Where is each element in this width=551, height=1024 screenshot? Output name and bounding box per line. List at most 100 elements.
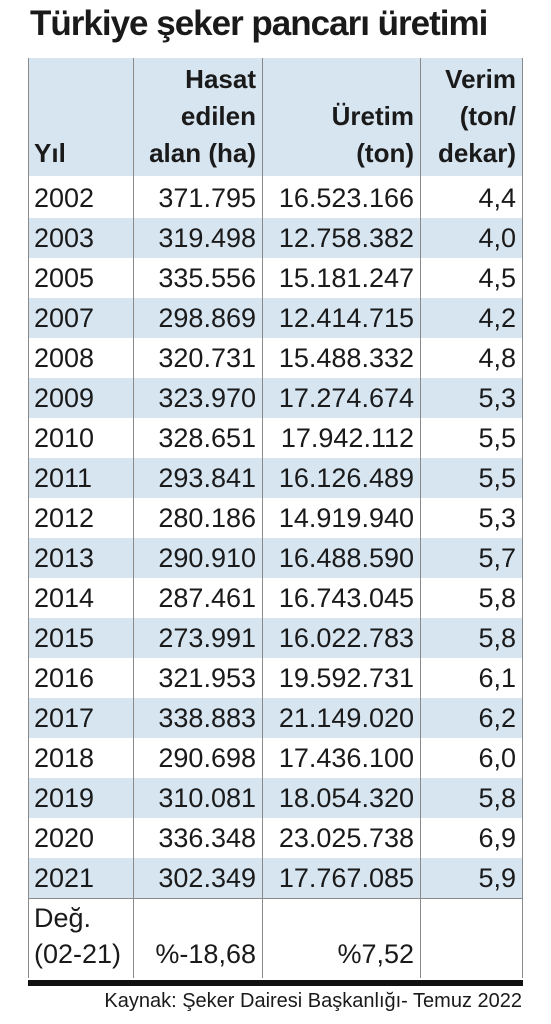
row-bg [28,378,522,418]
row-bg [28,578,522,618]
row-bg [28,458,522,498]
column-line [522,58,523,978]
footer-area: %-18,68 [155,939,256,969]
header-cell: Hasat edilen alan (ha) [133,58,262,176]
cell: 336.348 [158,823,256,853]
cell: 298.869 [158,303,256,333]
column-line [420,58,421,978]
header-cell: Verim (ton/dekar) [420,58,522,176]
row-bg [28,178,522,218]
footer-line [28,898,522,899]
header-line: Verim [445,64,516,94]
cell: 17.436.100 [278,743,414,773]
cell: 321.953 [158,663,256,693]
cell: 4,2 [478,303,516,333]
footer-label-line: (02-21) [34,939,122,969]
cell: 15.181.247 [278,263,414,293]
cell: 19.592.731 [278,663,414,693]
cell: 2007 [34,303,95,333]
cell: 5,9 [478,863,516,893]
cell: 293.841 [158,463,256,493]
cell: 2009 [34,383,95,413]
cell: 5,8 [478,783,516,813]
cell: 5,5 [478,463,516,493]
row-bg [28,258,522,298]
cell: 6,1 [478,663,516,693]
cell: 14.919.940 [278,503,414,533]
cell: 2015 [34,623,95,653]
header-line: alan (ha) [149,138,256,168]
cell: 2020 [34,823,95,853]
cell: 323.970 [158,383,256,413]
cell: 319.498 [158,223,256,253]
cell: 338.883 [158,703,256,733]
cell: 2021 [34,863,95,893]
cell: 335.556 [158,263,256,293]
cell: 18.054.320 [278,783,414,813]
cell: 328.651 [158,423,256,453]
cell: 371.795 [158,183,256,213]
cell: 4,8 [478,343,516,373]
cell: 290.698 [158,743,256,773]
cell: 2017 [34,703,95,733]
row-bg [28,738,522,778]
cell: 2003 [34,223,95,253]
cell: 12.414.715 [278,303,414,333]
cell: 16.523.166 [278,183,414,213]
cell: 2014 [34,583,95,613]
cell: 2008 [34,343,95,373]
row-bg [28,498,522,538]
row-bg [28,338,522,378]
cell: 21.149.020 [278,703,414,733]
cell: 2010 [34,423,95,453]
cell: 273.991 [158,623,256,653]
cell: 290.910 [158,543,256,573]
cell: 23.025.738 [278,823,414,853]
header-line: edilen [180,101,256,131]
title: Türkiye şeker pancarı üretimi [30,4,488,43]
cell: 2005 [34,263,95,293]
cell: 16.743.045 [278,583,414,613]
cell: 5,3 [478,383,516,413]
header-line: Hasat [185,64,256,94]
cell: 5,8 [478,583,516,613]
cell: 5,8 [478,623,516,653]
footer-label: Değ. (02-21) [28,900,133,972]
cell: 5,3 [478,503,516,533]
row-bg [28,618,522,658]
cell: 2019 [34,783,95,813]
cell: 6,0 [478,743,516,773]
row-bg [28,778,522,818]
cell: 302.349 [158,863,256,893]
cell: 2012 [34,503,95,533]
cell: 5,7 [478,543,516,573]
row-bg [28,538,522,578]
cell: 6,2 [478,703,516,733]
row-bg [28,418,522,458]
cell: 4,0 [478,223,516,253]
row-bg [28,298,522,338]
cell: 4,5 [478,263,516,293]
column-line [133,58,134,978]
footer-production: %7,52 [337,939,414,969]
source: Kaynak: Şeker Dairesi Başkanlığı- Temuz … [104,990,522,1012]
cell: 17.942.112 [280,423,414,453]
cell: 4,4 [478,183,516,213]
cell: 6,9 [478,823,516,853]
cell: 2016 [34,663,95,693]
cell: 2013 [34,543,95,573]
cell: 16.022.783 [278,623,414,653]
header-line: (ton) [356,138,414,168]
cell: 2011 [34,463,93,493]
column-line [262,58,263,978]
header-bg [28,58,522,176]
row-bg [28,658,522,698]
cell: 15.488.332 [278,343,414,373]
cell: 280.186 [158,503,256,533]
header-line: dekar) [437,138,516,168]
header-line: Üretim [331,101,414,131]
header-cell: Üretim (ton) [262,58,420,176]
cell: 5,5 [478,423,516,453]
header-cell: Yıl [28,58,133,176]
